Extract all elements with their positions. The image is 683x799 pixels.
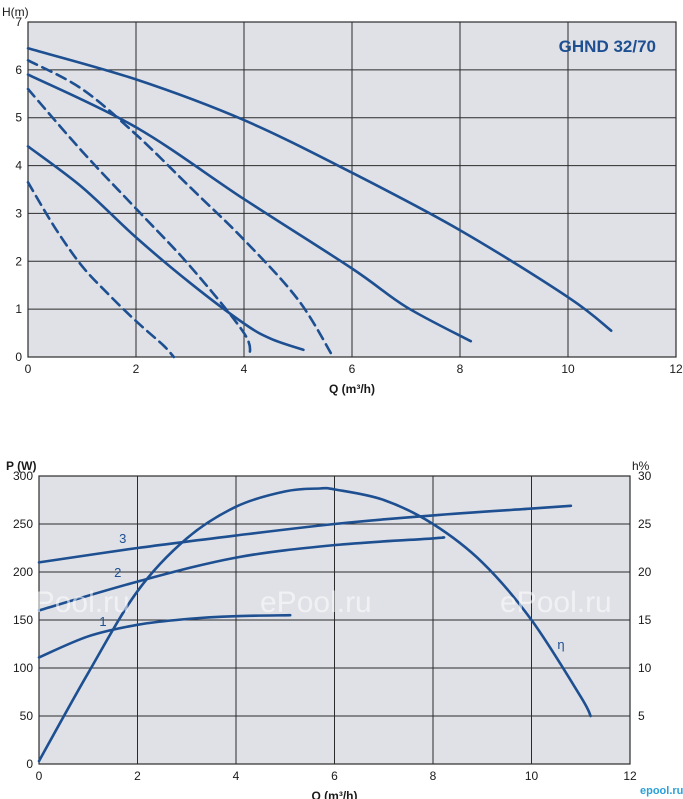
y-right-tick-label: 30 bbox=[638, 469, 652, 483]
series-curve-solid-2 bbox=[26, 145, 305, 352]
x-tick-label: 10 bbox=[525, 769, 539, 783]
y-right-tick-label: 5 bbox=[638, 709, 645, 723]
y-tick-label: 1 bbox=[15, 302, 22, 316]
watermark-text: ePool.ru bbox=[18, 586, 130, 619]
series-curve-2 bbox=[37, 536, 446, 612]
y-axis-label: H(m) bbox=[2, 5, 29, 19]
power-efficiency-chart: 0 2 4 6 8 10 1205010015020025030051015202530Q … bbox=[6, 459, 652, 799]
series-curve-solid-0 bbox=[26, 47, 613, 332]
x-tick-label: 6 bbox=[331, 769, 338, 783]
y-right-axis-label: h% bbox=[632, 459, 650, 473]
y-tick-label: 250 bbox=[13, 517, 33, 531]
x-tick-label: 12 bbox=[669, 362, 683, 376]
series-curve-solid-1 bbox=[26, 73, 473, 343]
series-label: 1 bbox=[99, 614, 106, 629]
plot-border bbox=[38, 475, 631, 765]
series-curve-dashed-3 bbox=[26, 59, 335, 359]
x-tick-label: 0 bbox=[36, 769, 43, 783]
series-curve-dashed-4 bbox=[26, 87, 252, 359]
series-curve-1 bbox=[37, 613, 292, 659]
series-curve-dashed-5 bbox=[26, 181, 176, 359]
watermark-logo: epool.ru bbox=[640, 785, 683, 797]
chart-title: GHND 32/70 bbox=[559, 37, 656, 56]
x-tick-label: 6 bbox=[349, 362, 356, 376]
watermark-text: ePool.ru bbox=[500, 586, 612, 619]
x-tick-label: 2 bbox=[134, 769, 141, 783]
x-tick-label: 4 bbox=[241, 362, 248, 376]
y-tick-label: 150 bbox=[13, 613, 33, 627]
series-label: 2 bbox=[114, 565, 121, 580]
watermark-text: ePool.ru bbox=[260, 586, 372, 619]
y-tick-label: 100 bbox=[13, 661, 33, 675]
x-tick-label: 8 bbox=[457, 362, 464, 376]
series-label: η bbox=[557, 637, 564, 652]
y-tick-label: 200 bbox=[13, 565, 33, 579]
y-axis-label: P (W) bbox=[6, 459, 36, 473]
x-tick-label: 4 bbox=[233, 769, 240, 783]
y-right-tick-label: 25 bbox=[638, 517, 652, 531]
x-axis-label: Q (m³/h) bbox=[312, 789, 358, 799]
y-tick-label: 7 bbox=[15, 15, 22, 29]
y-tick-label: 6 bbox=[15, 63, 22, 77]
watermark: ePool.ru ePool.ru ePool.ru epool.ru bbox=[18, 586, 683, 797]
y-tick-label: 0 bbox=[26, 757, 33, 771]
x-tick-label: 10 bbox=[561, 362, 575, 376]
series-label: 3 bbox=[119, 531, 126, 546]
y-tick-label: 300 bbox=[13, 469, 33, 483]
x-tick-label: 8 bbox=[430, 769, 437, 783]
y-tick-label: 2 bbox=[15, 254, 22, 268]
plot-border bbox=[27, 21, 677, 358]
y-right-tick-label: 20 bbox=[638, 565, 652, 579]
x-axis-label: Q (m³/h) bbox=[329, 382, 375, 396]
x-tick-label: 0 bbox=[25, 362, 32, 376]
x-tick-label: 2 bbox=[133, 362, 140, 376]
y-tick-label: 50 bbox=[20, 709, 34, 723]
series-curve-3 bbox=[37, 504, 573, 564]
y-tick-label: 0 bbox=[15, 350, 22, 364]
y-tick-label: 5 bbox=[15, 111, 22, 125]
y-tick-label: 3 bbox=[15, 206, 22, 220]
x-tick-label: 12 bbox=[623, 769, 637, 783]
y-right-tick-label: 10 bbox=[638, 661, 652, 675]
y-tick-label: 4 bbox=[15, 159, 22, 173]
series-curve-η bbox=[37, 486, 592, 763]
y-right-tick-label: 15 bbox=[638, 613, 652, 627]
